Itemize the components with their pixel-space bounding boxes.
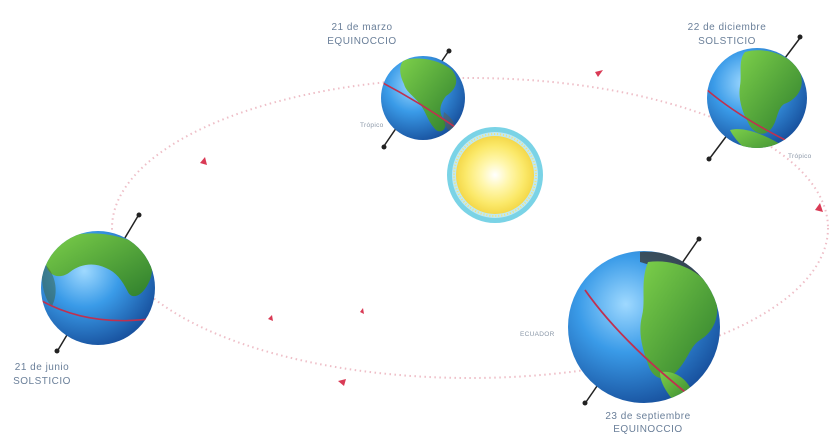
orbit-arrow <box>200 157 207 165</box>
label-event: EQUINOCCIO <box>613 424 682 435</box>
label-event: SOLSTICIO <box>698 36 756 47</box>
earth-march <box>381 48 465 150</box>
tiny-label-equator: ECUADOR <box>520 331 555 338</box>
orbit-arrow <box>338 379 346 386</box>
axis-pole-north <box>136 212 142 218</box>
orbit-arrow <box>360 308 364 314</box>
axis-pole-north <box>797 34 803 40</box>
earth-land <box>45 233 152 297</box>
earth-land <box>739 50 802 134</box>
axis-pole-north <box>696 236 702 242</box>
earth-land <box>640 261 718 379</box>
tiny-label-tropic: Trópico <box>360 122 384 129</box>
earth-june <box>41 212 155 354</box>
earth-equator <box>584 289 691 397</box>
sun <box>447 127 543 223</box>
earth-equator <box>41 299 155 322</box>
label-event: SOLSTICIO <box>13 376 71 387</box>
label-date: 21 de marzo <box>331 22 392 33</box>
orbit-arrow <box>268 315 273 321</box>
earth-land-south <box>730 129 790 148</box>
orbit-path <box>111 77 829 379</box>
label-june: 21 de junio SOLSTICIO <box>13 362 71 387</box>
orbit-arrows <box>200 70 823 386</box>
sun-corona <box>453 133 537 217</box>
label-date: 23 de septiembre <box>605 411 690 422</box>
earth-land-shadow <box>41 262 56 306</box>
label-december: 22 de diciembre SOLSTICIO <box>688 22 767 47</box>
orbit-arrow <box>595 70 603 77</box>
label-march: 21 de marzo EQUINOCCIO <box>327 22 396 47</box>
label-september: 23 de septiembre EQUINOCCIO <box>605 411 690 435</box>
orbit-arrow <box>815 203 823 212</box>
label-event: EQUINOCCIO <box>327 36 396 47</box>
axis-pole-south <box>54 348 60 354</box>
earth-land <box>400 58 457 132</box>
earth-december <box>706 34 807 162</box>
axis-pole-south <box>381 144 387 150</box>
axis-pole-north <box>446 48 452 54</box>
sun-disc <box>456 136 534 214</box>
label-date: 22 de diciembre <box>688 22 767 33</box>
axis-pole-south <box>706 156 712 162</box>
label-date: 21 de junio <box>15 362 69 373</box>
tiny-label-tropic: Trópico <box>788 153 812 160</box>
axis-pole-south <box>582 400 588 406</box>
earth-september <box>568 236 720 406</box>
